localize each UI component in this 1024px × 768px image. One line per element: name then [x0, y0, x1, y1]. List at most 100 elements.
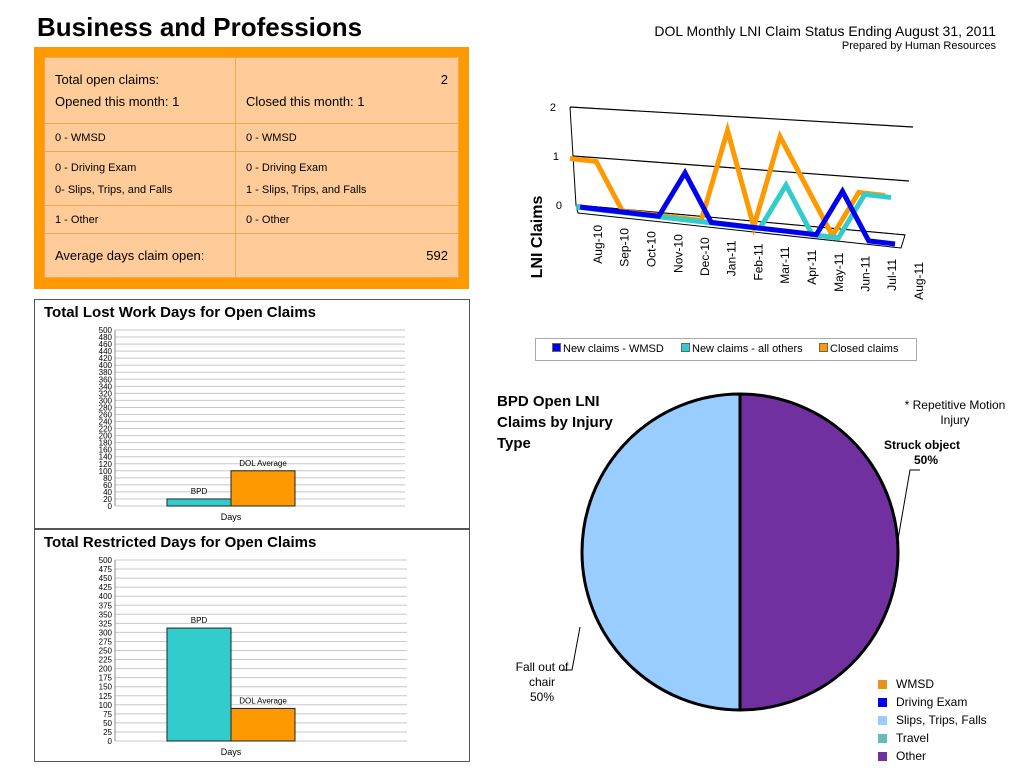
- y-tick-label: 375: [99, 601, 113, 610]
- y-tick-label: 280: [99, 403, 113, 412]
- bar: [230, 707, 296, 742]
- x-tick-label: Jan-11: [725, 240, 739, 276]
- legend-item: New claims - WMSD: [552, 343, 664, 355]
- y-tick-label: 300: [99, 396, 113, 405]
- pie-legend-item: Travel: [878, 729, 987, 747]
- summary-table: Total open claims: Opened this month: 1 …: [44, 57, 459, 278]
- legend-label: WMSD: [896, 677, 934, 691]
- x-axis-label: Days: [221, 512, 242, 522]
- line-chart-series: [569, 121, 896, 247]
- bar-label: BPD: [191, 616, 208, 625]
- line-chart: 0 1 2 Aug-10 Sep-10 Oct-10 Nov-10 Dec-10 Jan-11 F…: [529, 102, 926, 300]
- x-tick-label: Mar-11: [778, 246, 792, 283]
- pie-chart: [562, 392, 920, 712]
- y-tick-label: 200: [99, 432, 113, 441]
- x-tick-label: Jun-11: [859, 256, 873, 292]
- line-chart-ylabel: LNI Claims: [529, 196, 546, 279]
- bar: [166, 498, 232, 507]
- summary-row-text: 0 - Driving Exam: [246, 161, 328, 174]
- grid-line: [569, 106, 914, 128]
- pie-label-fall: Fall out of chair 50%: [507, 660, 577, 705]
- y-tick-label: 1: [553, 151, 559, 163]
- y-tick-label: 160: [99, 446, 113, 455]
- x-tick-label: May-11: [832, 252, 846, 291]
- pie-leader-line: [896, 469, 920, 546]
- legend-swatch: [878, 698, 887, 707]
- pie-title: BPD Open LNI Claims by Injury Type: [497, 393, 613, 452]
- grid-line: [572, 155, 910, 182]
- y-tick-label: 225: [99, 656, 113, 665]
- pie-legend-item: WMSD: [878, 675, 987, 693]
- y-tick-label: 350: [99, 610, 113, 619]
- lost-days-title: Total Lost Work Days for Open Claims: [44, 304, 316, 321]
- legend-label: Driving Exam: [896, 695, 968, 709]
- bar-label: DOL Average: [239, 459, 287, 468]
- series-line: [579, 167, 896, 247]
- y-tick-label: 140: [99, 453, 113, 462]
- y-tick-label: 380: [99, 368, 113, 377]
- summary-row-right: 0 - Other: [235, 205, 459, 234]
- x-tick-label: Feb-11: [752, 243, 766, 280]
- x-tick-label: Aug-11: [912, 262, 926, 300]
- pie-legend-item: Other: [878, 747, 987, 765]
- y-tick-label: 500: [99, 556, 113, 565]
- y-tick-label: 325: [99, 619, 113, 628]
- pie-slice-fall-out-of-chair: [580, 392, 742, 712]
- legend-label: Travel: [896, 731, 929, 745]
- y-tick-label: 320: [99, 389, 113, 398]
- y-tick-label: 240: [99, 418, 113, 427]
- y-tick-label: 80: [103, 474, 112, 483]
- pie-label-name: Fall out of chair: [515, 660, 569, 689]
- x-tick-label: Dec-10: [698, 237, 712, 276]
- legend-label: New claims - all others: [692, 343, 803, 355]
- y-tick-label: 480: [99, 333, 113, 342]
- report-title: DOL Monthly LNI Claim Status Ending Augu…: [654, 23, 996, 39]
- summary-row-text: 1 - Slips, Trips, and Falls: [246, 183, 367, 196]
- y-tick-label: 125: [99, 692, 113, 701]
- legend-swatch: [878, 752, 887, 761]
- legend-label: Other: [896, 749, 927, 763]
- y-tick-label: 175: [99, 674, 113, 683]
- y-tick-label: 425: [99, 583, 113, 592]
- legend-swatch: [819, 343, 828, 352]
- y-tick-label: 120: [99, 460, 113, 469]
- y-tick-label: 200: [99, 665, 113, 674]
- summary-row-left: 0 - WMSD: [44, 123, 236, 152]
- y-tick-label: 60: [103, 481, 112, 490]
- legend-item: Closed claims: [819, 343, 898, 355]
- y-tick-label: 440: [99, 347, 113, 356]
- bar-label: BPD: [191, 487, 208, 496]
- summary-row-left: 0 - Driving Exam 0- Slips, Trips, and Fa…: [44, 151, 236, 206]
- y-tick-label: 150: [99, 683, 113, 692]
- restricted-days-title: Total Restricted Days for Open Claims: [44, 534, 317, 551]
- pie-slice-struck-object: [738, 392, 900, 712]
- x-tick-label: Jul-11: [885, 259, 899, 291]
- restricted-days-chart: 0255075100125150175200225250275300325350…: [99, 556, 407, 757]
- legend-swatch: [878, 680, 887, 689]
- legend-label: Closed claims: [830, 343, 899, 355]
- y-tick-label: 300: [99, 628, 113, 637]
- bar: [230, 470, 296, 507]
- bar: [166, 627, 232, 742]
- x-tick-label: Oct-10: [645, 231, 659, 267]
- open-claims-value: 2: [440, 71, 448, 87]
- y-tick-label: 0: [556, 200, 562, 212]
- pie-label-percent: 50%: [913, 453, 939, 467]
- y-tick-label: 460: [99, 340, 113, 349]
- pie-legend-item: Driving Exam: [878, 693, 987, 711]
- y-tick-label: 500: [99, 326, 113, 335]
- legend-swatch: [878, 734, 887, 743]
- y-tick-label: 220: [99, 425, 113, 434]
- pie-label-name: Struck object: [884, 438, 961, 452]
- y-tick-label: 40: [103, 488, 112, 497]
- y-tick-label: 25: [103, 728, 112, 737]
- y-tick-label: 475: [99, 565, 113, 574]
- axis-line: [569, 106, 577, 206]
- x-tick-label: Nov-10: [671, 234, 685, 273]
- prepared-by: Prepared by Human Resources: [841, 40, 996, 52]
- open-claims-label: Total open claims:: [55, 71, 160, 87]
- legend-swatch: [552, 343, 561, 352]
- closed-month-label: Closed this month: 1: [246, 93, 365, 109]
- y-tick-label: 0: [108, 737, 113, 746]
